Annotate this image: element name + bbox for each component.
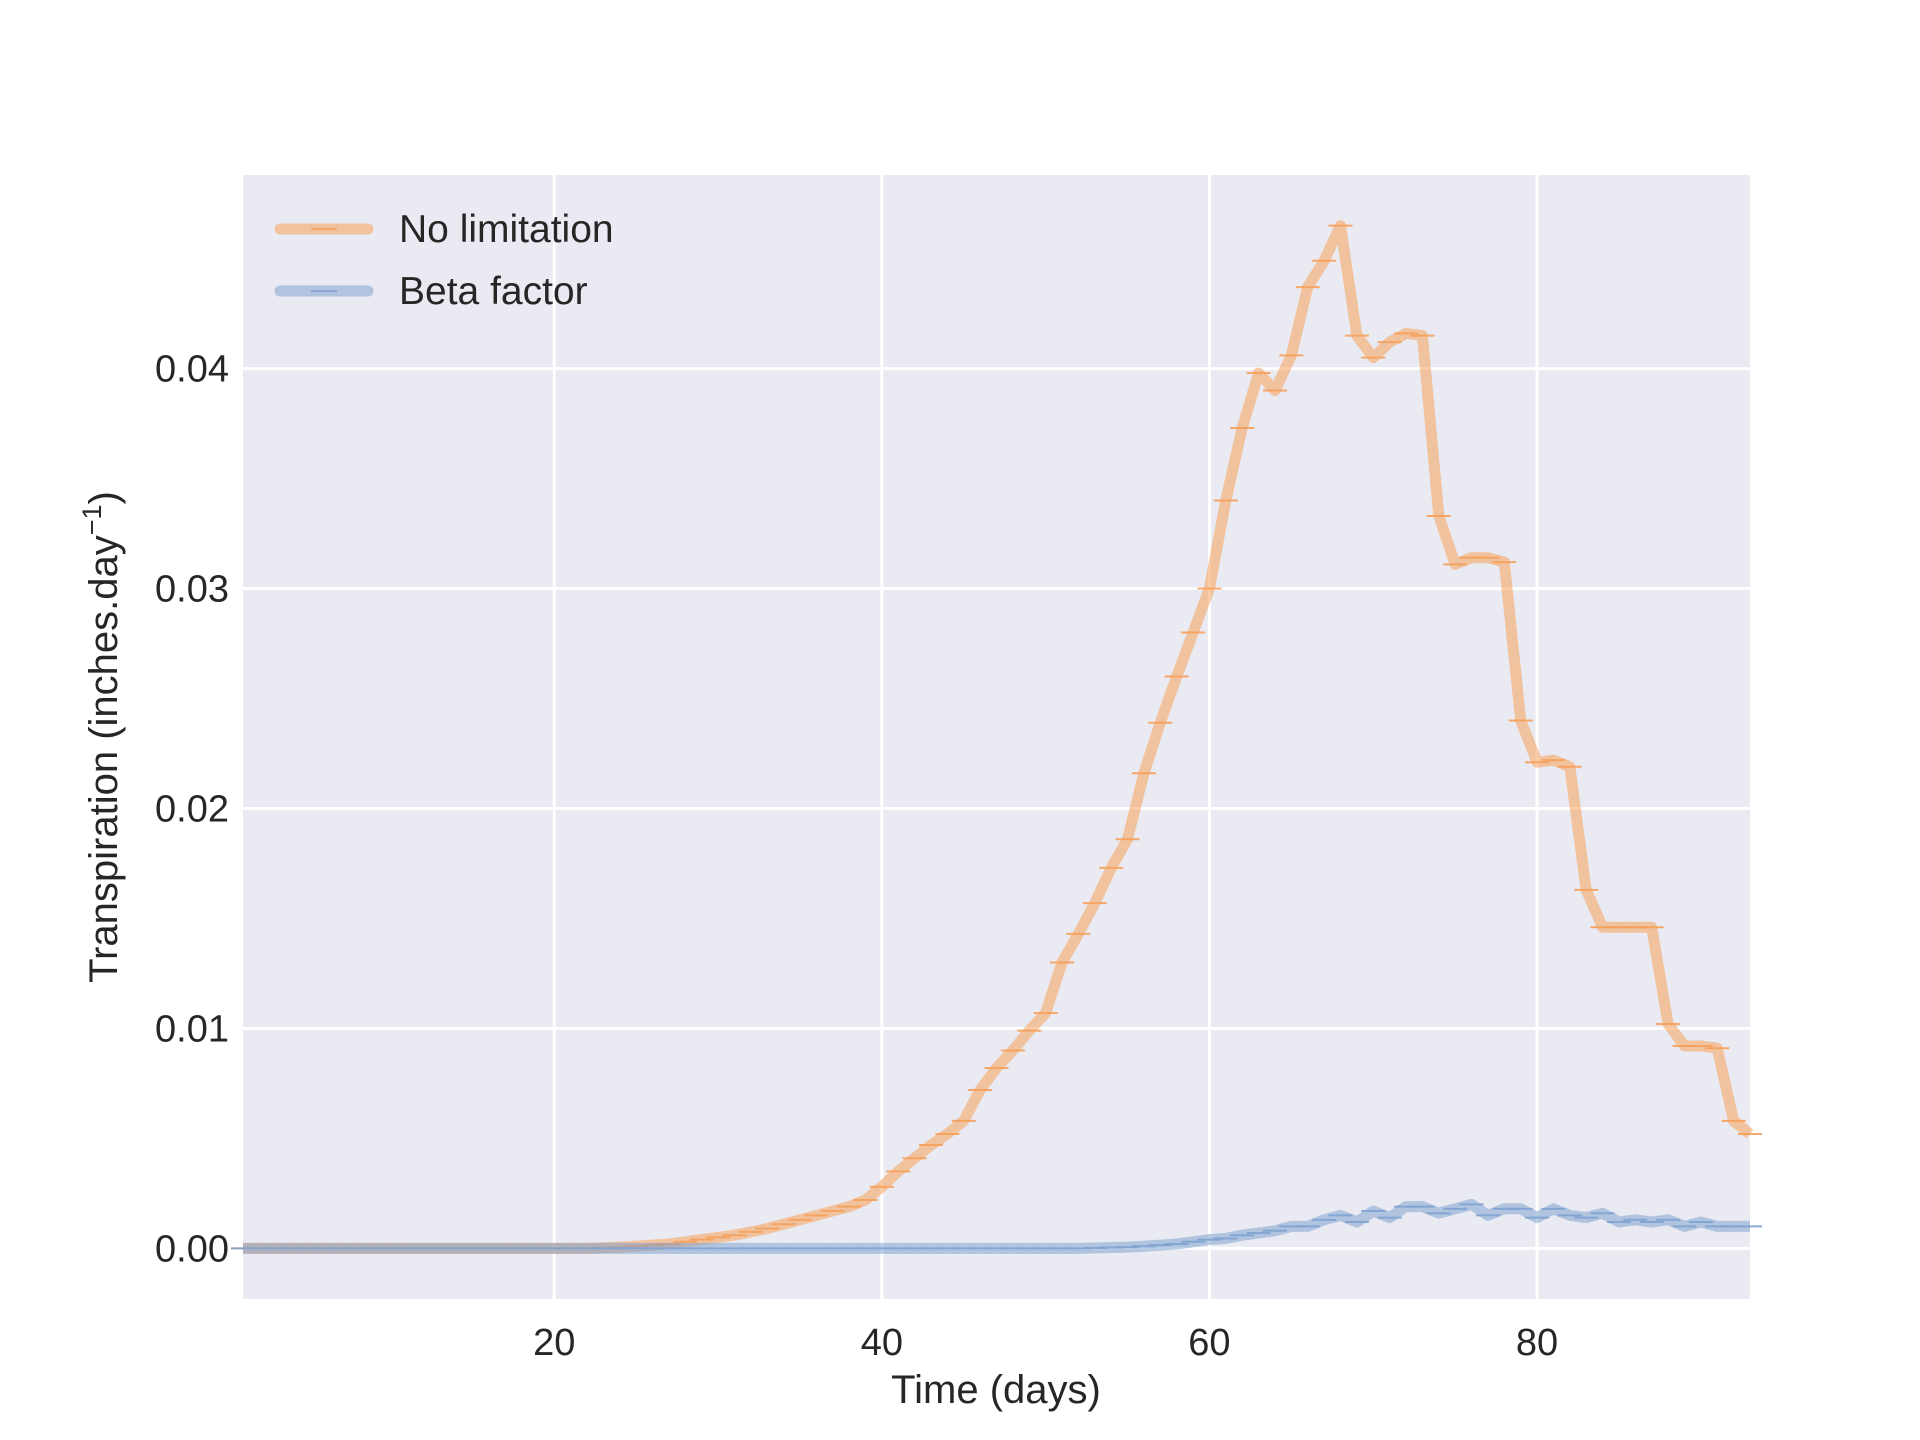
plot-area [243,175,1750,1299]
y-tick-label: 0.00 [155,1228,229,1270]
y-tick-label: 0.03 [155,569,229,611]
x-tick-label: 40 [861,1322,903,1364]
y-axis-label-main: Transpiration (inches.day [82,535,126,983]
y-axis-label: Transpiration (inches.day−1) [77,491,126,983]
legend-label-no-limitation: No limitation [399,208,614,251]
legend: No limitation Beta factor [274,208,614,313]
y-axis-label-superscript: −1 [77,504,107,535]
y-tick-label: 0.01 [155,1008,229,1050]
x-tick-label: 20 [533,1322,575,1364]
series-beta-factor [231,1198,1762,1254]
y-tick-label: 0.04 [155,349,229,391]
grid-lines [243,175,1750,1299]
x-tick-labels: 20 40 60 80 [533,1322,1558,1364]
x-axis-label: Time (days) [891,1368,1101,1412]
x-tick-label: 60 [1188,1322,1230,1364]
x-tick-label: 80 [1516,1322,1558,1364]
y-tick-labels: 0.00 0.01 0.02 0.03 0.04 [155,349,229,1271]
y-tick-label: 0.02 [155,788,229,830]
legend-label-beta-factor: Beta factor [399,270,588,313]
series-layer [231,220,1762,1254]
y-axis-label-close: ) [82,491,126,504]
